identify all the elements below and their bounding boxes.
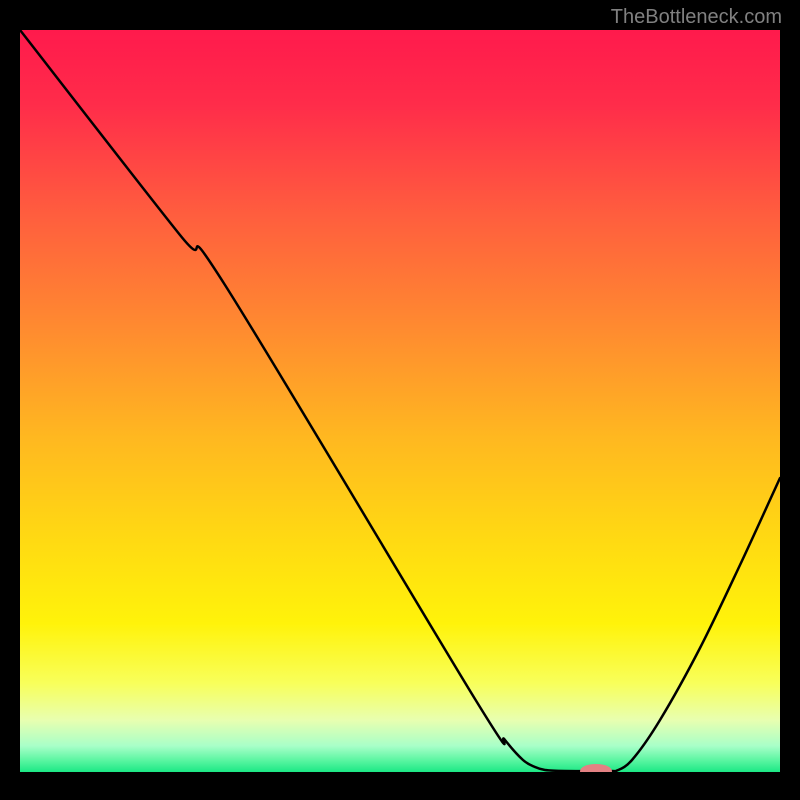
chart-container: TheBottleneck.com — [0, 0, 800, 800]
optimal-point-marker — [580, 764, 612, 778]
plot-background — [20, 30, 780, 772]
watermark-text: TheBottleneck.com — [611, 6, 782, 29]
bottleneck-curve-chart — [0, 0, 800, 800]
